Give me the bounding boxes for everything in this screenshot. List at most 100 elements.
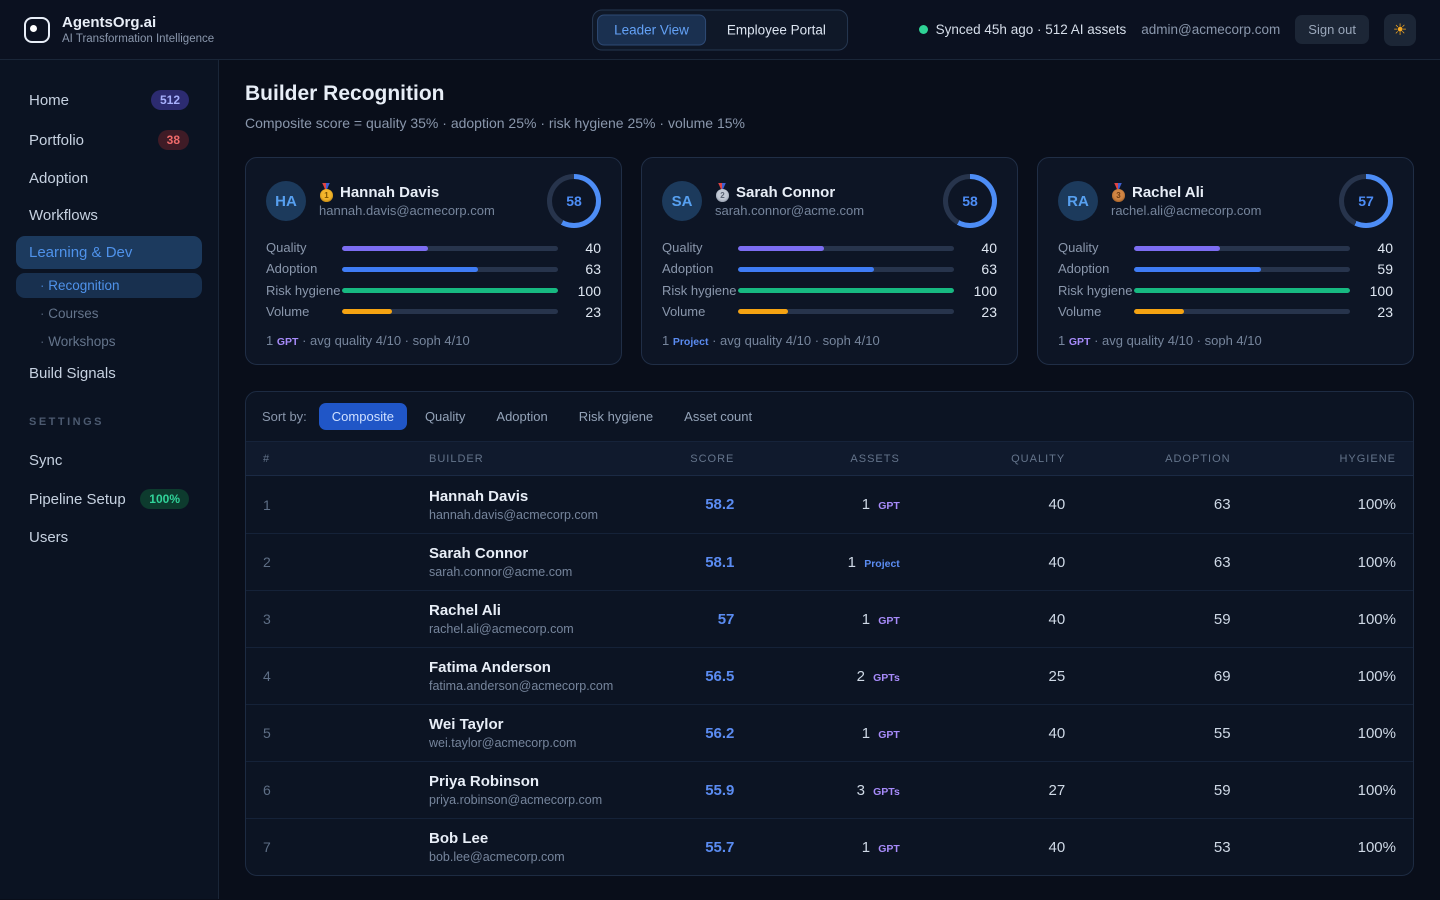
metric-row: Risk hygiene 100 — [266, 283, 601, 299]
row-assets: 1 GPT — [734, 496, 900, 513]
theme-toggle-button[interactable]: ☀ — [1384, 13, 1416, 46]
sidebar-item-label: Recognition — [40, 278, 119, 293]
sort-option-quality[interactable]: Quality — [412, 403, 478, 430]
metric-bar-track — [342, 288, 558, 294]
row-builder-name: Priya Robinson — [429, 773, 540, 790]
sidebar-item-home[interactable]: Home 512 — [16, 82, 202, 118]
metric-label: Risk hygiene — [1058, 282, 1133, 298]
builder-email: sarah.connor@acme.com — [715, 202, 865, 218]
row-asset-type: GPT — [878, 728, 900, 741]
metric-value: 100 — [1369, 282, 1393, 299]
avatar: SA — [662, 181, 702, 221]
row-asset-type: GPT — [878, 614, 900, 627]
sort-option-risk-hygiene[interactable]: Risk hygiene — [566, 403, 666, 430]
row-assets: 1 GPT — [734, 725, 900, 742]
metric-bar-fill — [738, 288, 954, 294]
sidebar-item-label: Users — [29, 529, 69, 546]
table-row-priya-robinson[interactable]: 6 Priya Robinson priya.robinson@acmecorp… — [246, 761, 1413, 818]
medal-rank: 2 — [716, 188, 729, 202]
row-asset-count: 3 — [856, 781, 870, 799]
metric-value: 40 — [1377, 240, 1393, 257]
metric-bar-track — [1134, 288, 1350, 294]
column-header-adoption: ADOPTION — [1165, 452, 1231, 465]
leaderboard-panel: Sort by: Composite Quality Adoption Risk hy… — [245, 391, 1414, 876]
sidebar-item-badge: 38 — [157, 130, 189, 150]
row-builder-email: wei.taylor@acmecorp.com — [429, 736, 577, 750]
sort-option-asset-count[interactable]: Asset count — [671, 403, 765, 430]
row-asset-count: 1 — [847, 553, 861, 571]
sidebar-item-portfolio[interactable]: Portfolio 38 — [16, 122, 202, 158]
top-builders-cards: HA 1 Hannah Davis hannah.davis@acmecorp.… — [245, 157, 1414, 365]
view-tab-employee-portal[interactable]: Employee Portal — [710, 14, 843, 45]
page-subtitle: Composite score = quality 35% · adoption… — [245, 115, 745, 131]
metric-row: Risk hygiene 100 — [662, 283, 997, 299]
metric-bar-fill — [342, 288, 558, 294]
asset-type: Project — [672, 336, 709, 348]
sidebar-item-recognition[interactable]: Recognition — [16, 273, 202, 298]
metric-bar-fill — [738, 309, 788, 315]
sidebar-item-workflows[interactable]: Workflows — [16, 199, 202, 232]
sign-out-button[interactable]: Sign out — [1295, 15, 1369, 44]
metric-value: 100 — [577, 282, 601, 299]
sidebar-item-courses[interactable]: Courses — [16, 301, 202, 326]
sort-option-composite[interactable]: Composite — [318, 403, 407, 430]
sidebar-item-pipeline-setup[interactable]: Pipeline Setup 100% — [16, 481, 202, 517]
row-assets: 3 GPTs — [734, 781, 900, 799]
metric-bar-fill — [342, 266, 479, 272]
sidebar-item-label: Adoption — [29, 170, 89, 187]
table-row-bob-lee[interactable]: 7 Bob Lee bob.lee@acmecorp.com 55.7 1 GP… — [246, 818, 1413, 875]
sidebar-item-build-signals[interactable]: Build Signals — [16, 357, 202, 390]
row-adoption: 53 — [1213, 838, 1231, 856]
brand: AgentsOrg.ai AI Transformation Intellige… — [24, 14, 214, 45]
asset-type: GPT — [276, 336, 299, 348]
metric-bar-track — [738, 309, 954, 315]
row-score: 55.9 — [705, 781, 735, 799]
metric-bar-track — [738, 245, 954, 251]
row-asset-count: 1 — [861, 838, 875, 856]
table-row-fatima-anderson[interactable]: 4 Fatima Anderson fatima.anderson@acmeco… — [246, 647, 1413, 704]
metric-bar-fill — [738, 266, 875, 272]
asset-count: 1 — [662, 333, 673, 348]
metric-value: 23 — [585, 303, 601, 320]
row-asset-type: GPTs — [873, 671, 900, 684]
row-adoption: 69 — [1213, 667, 1231, 685]
sort-option-adoption[interactable]: Adoption — [483, 403, 560, 430]
row-builder-email: sarah.connor@acme.com — [429, 565, 573, 579]
row-rank: 7 — [263, 839, 271, 855]
metric-value: 40 — [981, 240, 997, 257]
builder-card: RA 3 Rachel Ali rachel.ali@acmecorp.com … — [1037, 157, 1414, 365]
user-email: admin@acmecorp.com — [1141, 22, 1281, 37]
row-builder-name: Sarah Connor — [429, 545, 529, 562]
metric-bar-track — [342, 245, 558, 251]
sidebar-item-label: Workshops — [40, 334, 115, 349]
table-row-wei-taylor[interactable]: 5 Wei Taylor wei.taylor@acmecorp.com 56.… — [246, 704, 1413, 761]
topbar-right: Synced 45h ago · 512 AI assets admin@acm… — [918, 13, 1416, 46]
metric-label: Risk hygiene — [266, 282, 341, 298]
sort-bar: Sort by: Composite Quality Adoption Risk hy… — [246, 392, 1413, 442]
sidebar-item-sync[interactable]: Sync — [16, 444, 202, 477]
metric-bar-track — [738, 266, 954, 272]
table-row-rachel-ali[interactable]: 3 Rachel Ali rachel.ali@acmecorp.com 57 … — [246, 590, 1413, 647]
metric-row: Volume 23 — [662, 304, 997, 320]
sidebar-item-label: Portfolio — [29, 131, 85, 149]
table-row-hannah-davis[interactable]: 1 Hannah Davis hannah.davis@acmecorp.com… — [246, 476, 1413, 533]
view-tab-leader-view[interactable]: Leader View — [597, 14, 706, 45]
sidebar-item-adoption[interactable]: Adoption — [16, 162, 202, 195]
app-title: AgentsOrg.ai — [62, 14, 157, 31]
avatar: HA — [266, 181, 306, 221]
sync-status-dot-icon — [918, 25, 928, 34]
row-hygiene: 100% — [1357, 496, 1396, 513]
card-header: RA 3 Rachel Ali rachel.ali@acmecorp.com … — [1058, 174, 1393, 228]
metric-label: Quality — [266, 240, 307, 255]
column-header-: # — [263, 452, 271, 465]
sidebar-item-learning-dev[interactable]: Learning & Dev — [16, 236, 202, 269]
sun-icon: ☀ — [1392, 21, 1408, 39]
table-row-sarah-connor[interactable]: 2 Sarah Connor sarah.connor@acme.com 58.… — [246, 533, 1413, 590]
row-adoption: 55 — [1213, 724, 1231, 742]
sidebar-item-workshops[interactable]: Workshops — [16, 329, 202, 354]
row-quality: 40 — [1048, 610, 1066, 628]
sync-status: Synced 45h ago · 512 AI assets — [918, 22, 1126, 37]
column-header-quality: QUALITY — [1011, 452, 1066, 465]
sidebar-item-users[interactable]: Users — [16, 521, 202, 554]
row-adoption: 59 — [1213, 781, 1231, 799]
